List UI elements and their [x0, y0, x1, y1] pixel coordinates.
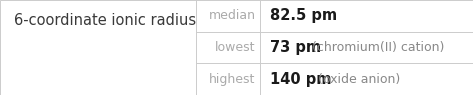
- Text: 73 pm: 73 pm: [270, 40, 321, 55]
- Text: median: median: [209, 9, 255, 22]
- Text: (oxide anion): (oxide anion): [318, 73, 401, 86]
- Text: lowest: lowest: [215, 41, 255, 54]
- Text: 140 pm: 140 pm: [270, 72, 331, 87]
- Text: (chromium(II) cation): (chromium(II) cation): [312, 41, 445, 54]
- Text: highest: highest: [209, 73, 255, 86]
- Text: 82.5 pm: 82.5 pm: [270, 8, 337, 23]
- Text: 6-coordinate ionic radius: 6-coordinate ionic radius: [14, 13, 196, 28]
